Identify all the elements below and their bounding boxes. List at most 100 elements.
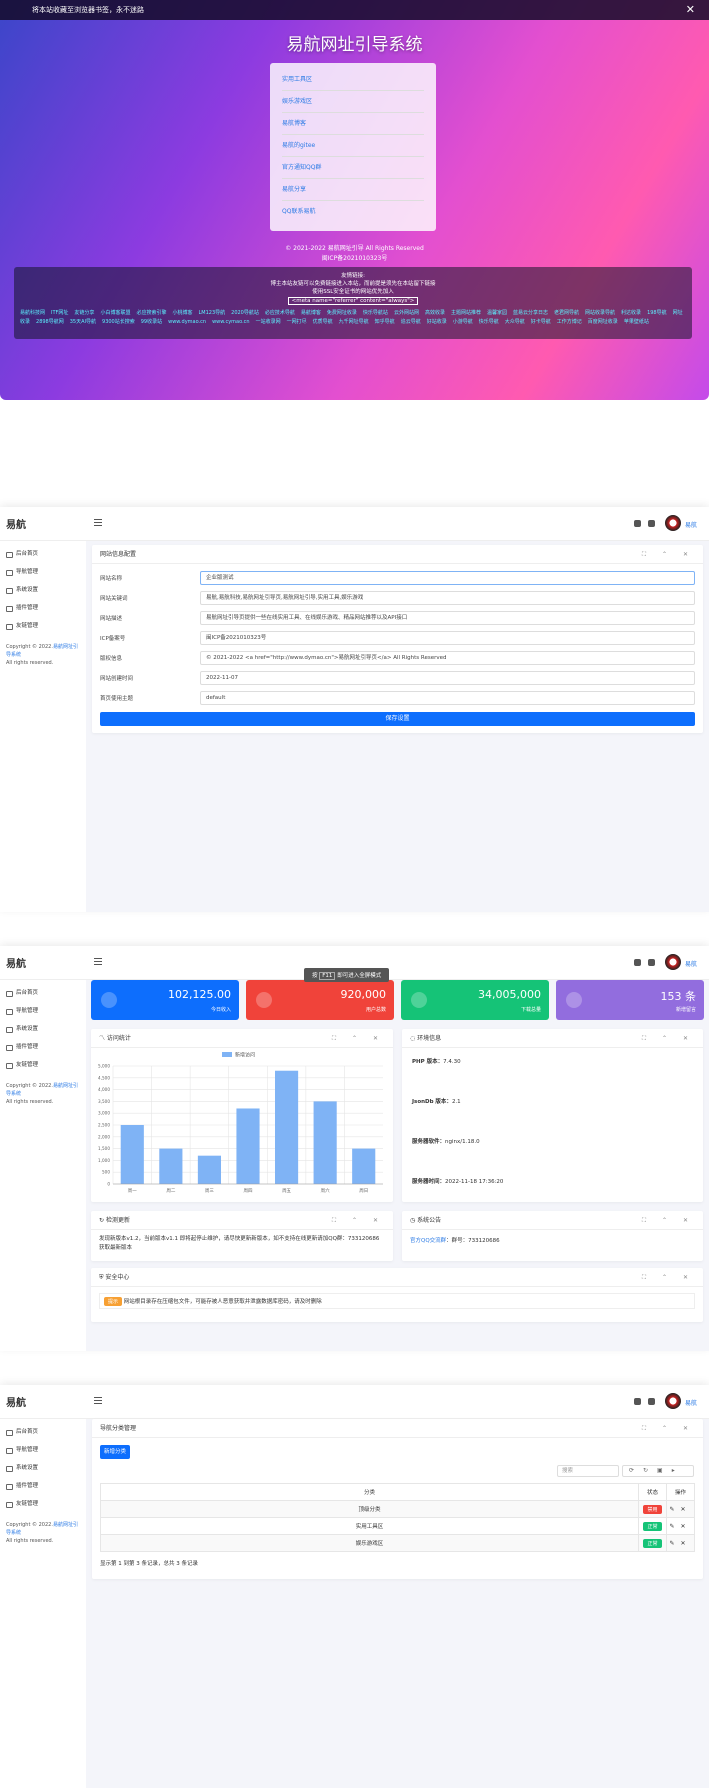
friend-link[interactable]: 一站收录网 (255, 319, 281, 325)
notice-link[interactable]: 官方QQ交流群 (410, 1238, 447, 1244)
friend-link[interactable]: 易航科技网 (20, 310, 46, 316)
friend-link[interactable]: 9300站长搜索 (102, 319, 135, 325)
field-label: ICP备案号 (100, 636, 126, 642)
friends-title: 友情链接: (341, 273, 365, 279)
friend-link[interactable]: 主题网站推荐 (450, 310, 481, 316)
friend-link[interactable]: 百度网址收录 (587, 319, 618, 325)
menu-link[interactable]: 易航博客 (282, 113, 424, 135)
friend-link[interactable]: 利达收录 (621, 310, 642, 316)
footer-link[interactable]: 易航网址引导系统 (6, 1083, 78, 1097)
header-icon[interactable] (634, 959, 641, 966)
sidebar-item[interactable]: 系统设置 (0, 581, 86, 599)
friend-link[interactable]: 优质导航 (312, 319, 333, 325)
field-label: 网站创建时间 (100, 676, 134, 682)
menu-link[interactable]: QQ联系易航 (282, 208, 316, 215)
friend-link[interactable]: 好卡导航 (530, 319, 551, 325)
friend-link[interactable]: 蓝易云分享日志 (513, 310, 549, 316)
friend-link[interactable]: 老君网导航 (554, 310, 580, 316)
sidebar-item[interactable]: 插件管理 (0, 599, 86, 617)
friend-link[interactable]: 2898导航网 (36, 319, 64, 325)
user-name[interactable]: 易航 (685, 522, 698, 529)
friend-link[interactable]: www.dymao.cn (168, 319, 207, 325)
field-input[interactable]: default (200, 691, 695, 705)
save-button[interactable]: 保存设置 (100, 712, 695, 726)
friend-link[interactable]: LM123导航 (198, 310, 226, 316)
avatar[interactable] (665, 954, 681, 970)
friend-link[interactable]: 快乐导航站 (362, 310, 388, 316)
user-name[interactable]: 易航 (685, 1400, 698, 1407)
friend-link[interactable]: 网址收录 (20, 310, 683, 325)
menu-link[interactable]: 娱乐游戏区 (282, 91, 424, 113)
friend-link[interactable]: 小桃博客 (172, 310, 193, 316)
menu-toggle[interactable] (94, 519, 102, 526)
friend-link[interactable]: 大众导航 (504, 319, 525, 325)
friend-link[interactable]: 198导航 (647, 310, 667, 316)
header-icon[interactable] (648, 959, 655, 966)
stat-value: 34,005,000 (478, 988, 541, 1001)
search-input[interactable]: 搜索 (557, 1465, 619, 1477)
menu-link[interactable]: 实用工具区 (282, 69, 424, 91)
header-icon[interactable] (648, 1398, 655, 1405)
sidebar-item[interactable]: 后台首页 (0, 545, 86, 563)
friend-link[interactable]: 云外网站网 (393, 310, 419, 316)
sidebar-item[interactable]: 后台首页 (0, 984, 86, 1002)
menu-link[interactable]: 易航的gitee (282, 135, 424, 157)
footer-link[interactable]: 易航网址引导系统 (6, 1522, 78, 1536)
table-tools[interactable]: ⟳↻▣▸ (622, 1465, 694, 1477)
friend-link[interactable]: 工作方博记 (556, 319, 582, 325)
friend-link[interactable]: 九千网址导航 (338, 319, 369, 325)
header-icon[interactable] (648, 520, 655, 527)
friend-link[interactable]: 免费网址收录 (326, 310, 357, 316)
friend-link[interactable]: 苹果壁纸站 (623, 319, 649, 325)
friend-link[interactable]: 网站收录导航 (585, 310, 616, 316)
friend-link[interactable]: 小白博客联盟 (100, 310, 131, 316)
field-input[interactable]: 易航网址引导页提供一些在线实用工具、在线娱乐游戏、精品网站推荐以及API接口 (200, 611, 695, 625)
card-title: ⛨ 安全中心 (91, 1268, 703, 1287)
friend-link[interactable]: 温馨家园 (486, 310, 507, 316)
sidebar-item[interactable]: 后台首页 (0, 1423, 86, 1441)
sidebar-item[interactable]: 友链管理 (0, 617, 86, 635)
friend-link[interactable]: 必应搜索引擎 (136, 310, 167, 316)
menu-link[interactable]: 易航分享 (282, 179, 424, 201)
user-name[interactable]: 易航 (685, 961, 698, 968)
friend-link[interactable]: 一网打尽 (286, 319, 307, 325)
friend-link[interactable]: 好站收录 (426, 319, 447, 325)
avatar[interactable] (665, 1393, 681, 1409)
close-button[interactable]: ✕ (685, 3, 695, 16)
field-input[interactable]: 闽ICP备2021010323号 (200, 631, 695, 645)
friend-link[interactable]: 35天AI导航 (69, 319, 97, 325)
field-input[interactable]: 2022-11-07 (200, 671, 695, 685)
field-input[interactable]: © 2021-2022 <a href="http://www.dymao.cn… (200, 651, 695, 665)
add-button[interactable]: 新增分类 (100, 1445, 130, 1459)
sidebar-item[interactable]: 友链管理 (0, 1056, 86, 1074)
field-input[interactable]: 企业版测试 (200, 571, 695, 585)
friend-link[interactable]: 知乎导航 (374, 319, 395, 325)
friend-link[interactable]: 高效收录 (424, 310, 445, 316)
sidebar-item[interactable]: 系统设置 (0, 1020, 86, 1038)
friend-link[interactable]: 2020导航站 (231, 310, 259, 316)
menu-link[interactable]: 官方通知QQ群 (282, 157, 424, 179)
friend-link[interactable]: 追云导航 (400, 319, 421, 325)
friend-link[interactable]: ITF网址 (51, 310, 69, 316)
sidebar-item[interactable]: 导航管理 (0, 563, 86, 581)
header-icon[interactable] (634, 520, 641, 527)
sidebar-item[interactable]: 导航管理 (0, 1002, 86, 1020)
header-icon[interactable] (634, 1398, 641, 1405)
friend-link[interactable]: 小游导航 (452, 319, 473, 325)
sidebar-item[interactable]: 插件管理 (0, 1477, 86, 1495)
menu-toggle[interactable] (94, 958, 102, 965)
friend-link[interactable]: www.cymao.cn (212, 319, 250, 325)
sidebar-item[interactable]: 导航管理 (0, 1441, 86, 1459)
friend-link[interactable]: 易航博客 (300, 310, 321, 316)
friend-link[interactable]: 友链分享 (74, 310, 95, 316)
sidebar-item[interactable]: 友链管理 (0, 1495, 86, 1513)
field-input[interactable]: 易航,易航科技,易航网址引导页,易航网址引导,实用工具,娱乐游戏 (200, 591, 695, 605)
sidebar-item[interactable]: 插件管理 (0, 1038, 86, 1056)
menu-toggle[interactable] (94, 1397, 102, 1404)
friend-link[interactable]: 快乐导航 (478, 319, 499, 325)
friend-link[interactable]: 必应技术导航 (264, 310, 295, 316)
sidebar-item[interactable]: 系统设置 (0, 1459, 86, 1477)
footer-link[interactable]: 易航网址引导系统 (6, 644, 78, 658)
avatar[interactable] (665, 515, 681, 531)
friend-link[interactable]: 99收录站 (140, 319, 163, 325)
